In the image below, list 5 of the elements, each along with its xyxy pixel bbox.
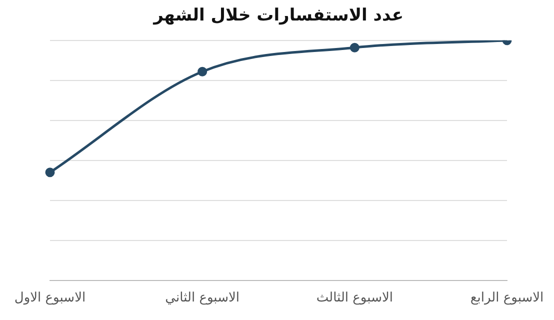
x-tick-label: الاسبوع الاول [14, 290, 86, 306]
x-tick-label: الاسبوع الرابع [470, 290, 544, 306]
x-tick-label: الاسبوع الثالث [316, 290, 393, 306]
x-tick-label: الاسبوع الثاني [165, 290, 240, 306]
chart-title: عدد الاستفسارات خلال الشهر [152, 6, 404, 26]
